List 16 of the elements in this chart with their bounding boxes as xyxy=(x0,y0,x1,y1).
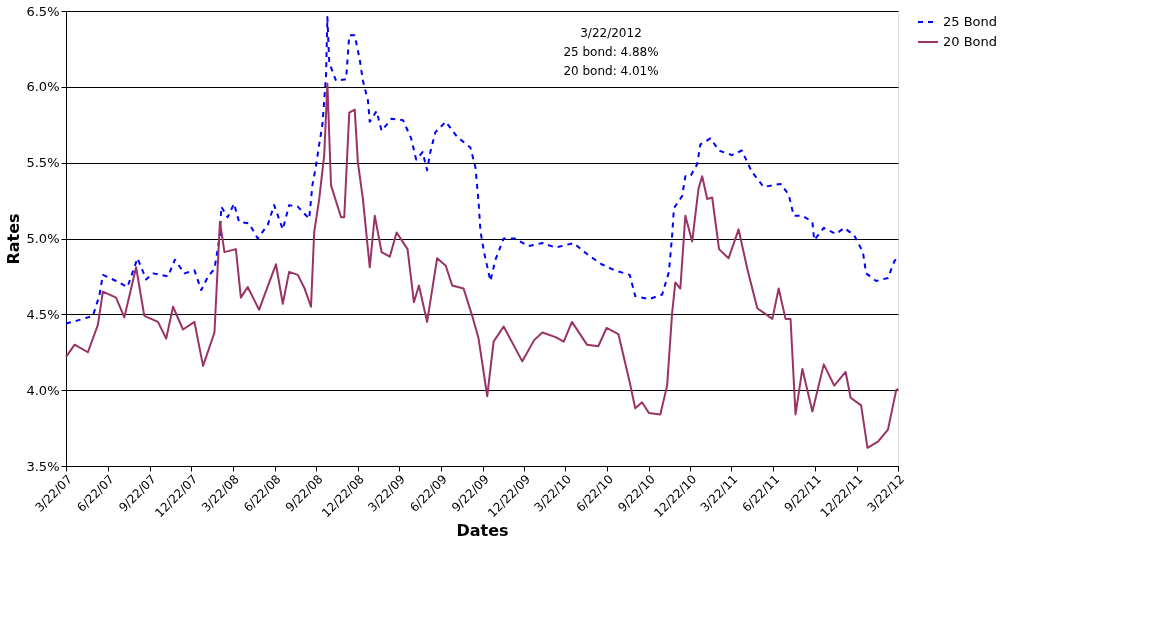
annotation: 25 bond: 4.88% xyxy=(563,45,659,59)
y-tick-label: 6.0% xyxy=(26,79,60,95)
line-series xyxy=(65,16,899,325)
y-tick-label: 3.5% xyxy=(26,458,60,474)
y-tick-label: 4.5% xyxy=(26,306,60,322)
legend-label: 20 Bond xyxy=(943,34,998,49)
y-tick-label: 4.0% xyxy=(26,382,60,398)
y-axis-title: Rates xyxy=(4,213,24,265)
x-axis-title: Dates xyxy=(456,521,509,541)
y-tick-label: 5.0% xyxy=(26,231,60,246)
line-series xyxy=(65,82,899,449)
y-tick-label: 6.5% xyxy=(26,3,60,19)
legend-label: 25 Bond xyxy=(943,14,998,29)
y-tick-label: 5.5% xyxy=(26,155,60,171)
annotation: 20 bond: 4.01% xyxy=(563,64,659,78)
annotation: 3/22/2012 xyxy=(580,26,642,40)
